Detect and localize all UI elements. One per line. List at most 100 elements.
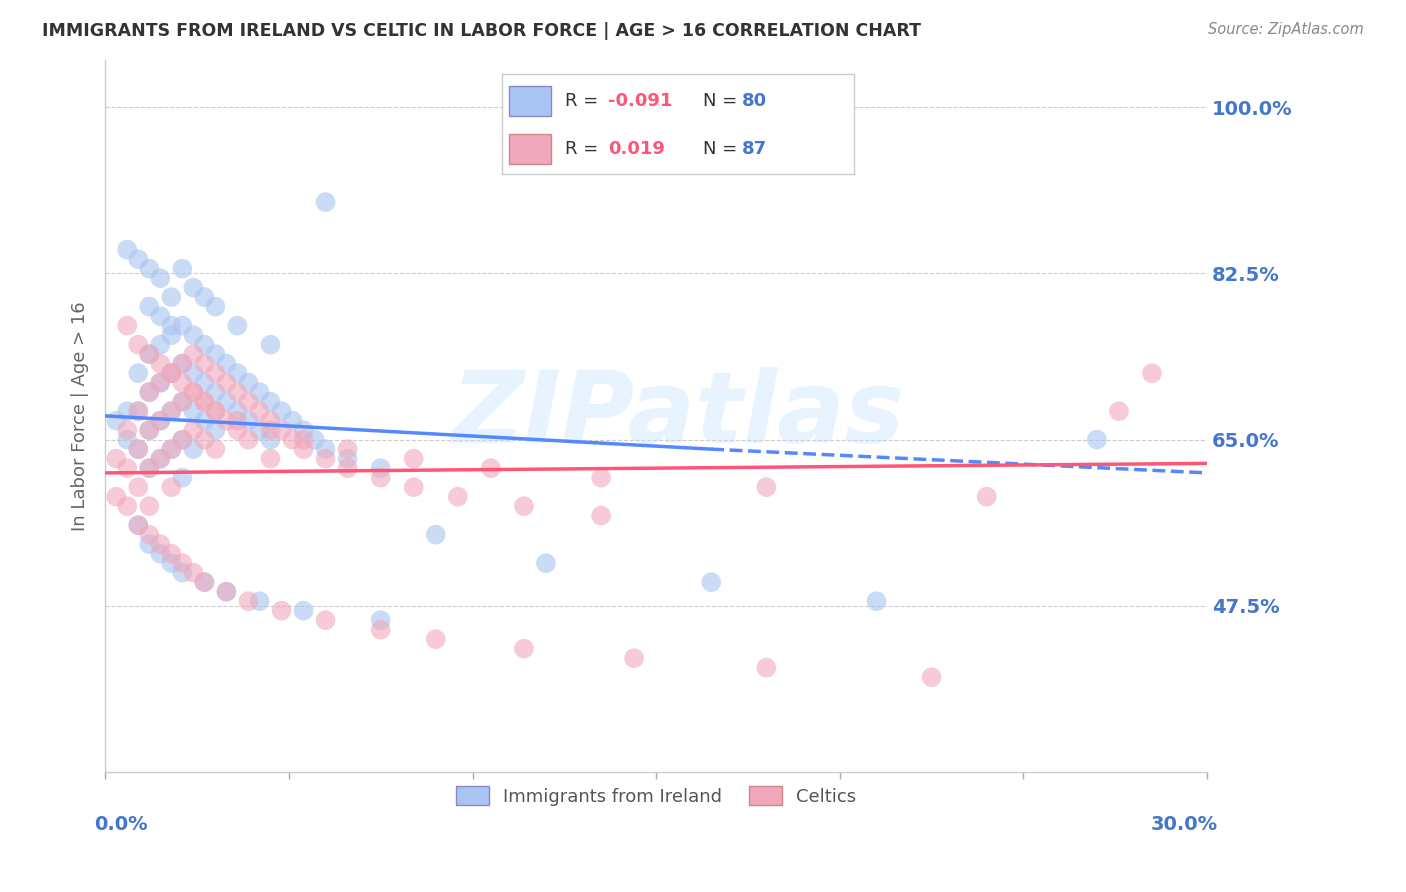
Point <box>160 328 183 343</box>
Point <box>127 442 149 457</box>
Point <box>589 470 612 484</box>
Point <box>149 451 172 466</box>
Point <box>204 347 226 361</box>
Point <box>138 461 160 475</box>
Point <box>215 376 238 390</box>
Point <box>249 423 271 437</box>
Point <box>149 414 172 428</box>
Point <box>402 480 425 494</box>
Point <box>160 404 183 418</box>
Point <box>138 423 160 437</box>
Point <box>238 594 260 608</box>
Point <box>336 451 359 466</box>
Point <box>160 442 183 457</box>
Point <box>193 394 215 409</box>
Point <box>160 547 183 561</box>
Point <box>292 433 315 447</box>
Point <box>193 290 215 304</box>
Point <box>976 490 998 504</box>
Point <box>172 318 194 333</box>
Point <box>315 613 337 627</box>
Point <box>172 357 194 371</box>
Point <box>370 613 392 627</box>
Point <box>172 433 194 447</box>
Point <box>259 394 281 409</box>
Point <box>304 433 326 447</box>
Point <box>215 584 238 599</box>
Point <box>193 337 215 351</box>
Point <box>315 195 337 210</box>
Point <box>183 423 205 437</box>
Point <box>215 584 238 599</box>
Point <box>149 451 172 466</box>
Point <box>204 300 226 314</box>
Point <box>226 385 249 400</box>
Point <box>117 243 139 257</box>
Point <box>259 451 281 466</box>
Point <box>105 490 128 504</box>
Point <box>193 376 215 390</box>
Point <box>336 442 359 457</box>
Point <box>193 394 215 409</box>
Point <box>270 404 292 418</box>
Point <box>172 566 194 580</box>
Point <box>259 337 281 351</box>
Point <box>249 594 271 608</box>
Point <box>127 518 149 533</box>
Point <box>127 252 149 266</box>
Point <box>172 376 194 390</box>
Point <box>193 414 215 428</box>
Point <box>105 451 128 466</box>
Point <box>370 461 392 475</box>
Point <box>183 566 205 580</box>
Point <box>183 404 205 418</box>
Point <box>183 442 205 457</box>
Point <box>215 357 238 371</box>
Point <box>226 318 249 333</box>
Point <box>138 261 160 276</box>
Point <box>117 404 139 418</box>
Point <box>183 328 205 343</box>
Point <box>183 385 205 400</box>
Point <box>193 433 215 447</box>
Point <box>292 604 315 618</box>
Point <box>160 318 183 333</box>
Point <box>479 461 502 475</box>
Point <box>172 433 194 447</box>
Point <box>204 442 226 457</box>
Point <box>226 414 249 428</box>
Point <box>1085 433 1108 447</box>
Point <box>755 480 778 494</box>
Point <box>149 337 172 351</box>
Point <box>172 470 194 484</box>
Point <box>700 575 723 590</box>
Point <box>315 451 337 466</box>
Point <box>425 527 447 541</box>
Text: IMMIGRANTS FROM IRELAND VS CELTIC IN LABOR FORCE | AGE > 16 CORRELATION CHART: IMMIGRANTS FROM IRELAND VS CELTIC IN LAB… <box>42 22 921 40</box>
Point <box>105 414 128 428</box>
Point <box>204 423 226 437</box>
Point <box>127 404 149 418</box>
Point <box>270 423 292 437</box>
Point <box>755 661 778 675</box>
Point <box>149 376 172 390</box>
Point <box>149 414 172 428</box>
Point <box>238 394 260 409</box>
Point <box>160 366 183 380</box>
Point <box>513 499 536 513</box>
Point <box>204 404 226 418</box>
Point <box>193 357 215 371</box>
Point <box>226 423 249 437</box>
Text: 30.0%: 30.0% <box>1152 815 1218 834</box>
Point <box>138 537 160 551</box>
Point <box>402 451 425 466</box>
Point <box>238 376 260 390</box>
Point <box>127 480 149 494</box>
Point <box>127 366 149 380</box>
Point <box>259 414 281 428</box>
Point <box>160 290 183 304</box>
Point <box>149 537 172 551</box>
Point <box>149 309 172 323</box>
Point <box>193 575 215 590</box>
Point <box>138 300 160 314</box>
